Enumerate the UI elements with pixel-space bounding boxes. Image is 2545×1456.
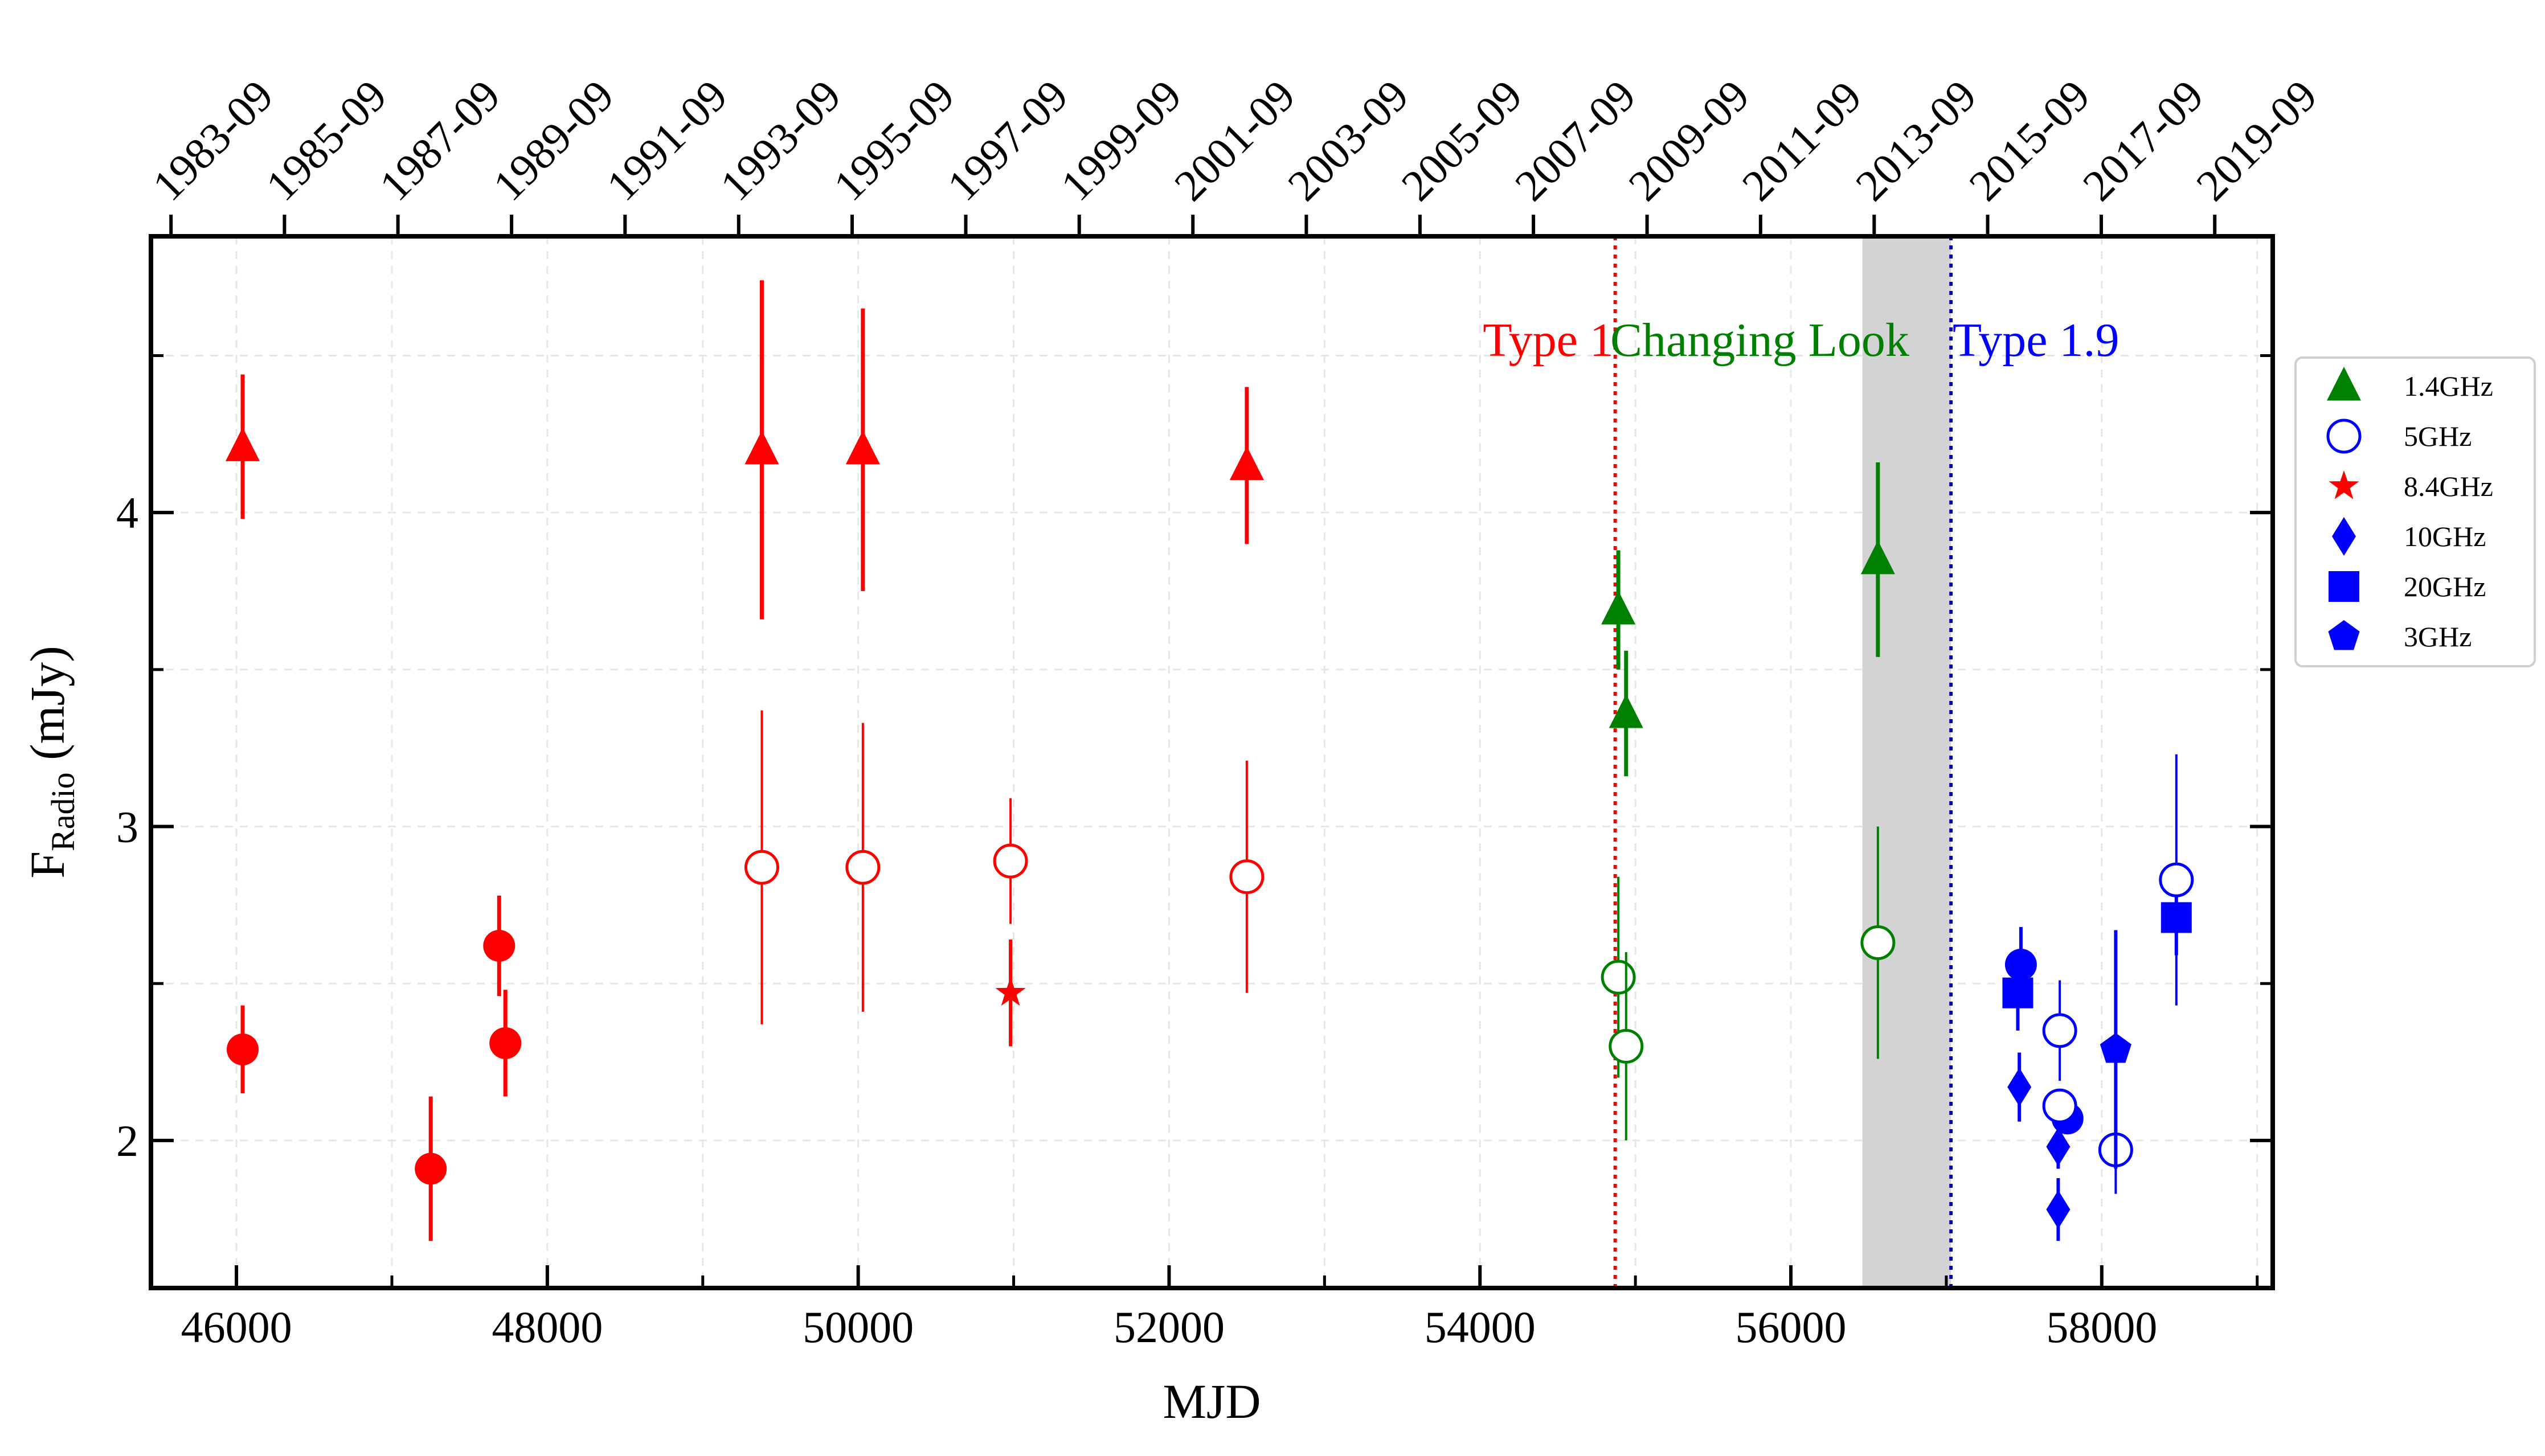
annotation-label: Type 1.9: [1953, 314, 2120, 367]
y-tick-label: 4: [116, 488, 138, 538]
data-point-triangle: [1229, 446, 1264, 480]
x-tick-label: 50000: [803, 1302, 914, 1352]
data-point-triangle: [845, 430, 880, 465]
shade-layer: [1613, 236, 1953, 1288]
x-tick-label: 52000: [1114, 1302, 1225, 1352]
data-point-diamond: [2332, 517, 2356, 556]
shaded-region: [1862, 236, 1951, 1288]
y-tick-label: 3: [116, 802, 138, 852]
data-point-circle: [2042, 1088, 2077, 1123]
x-tick-label: 48000: [492, 1302, 603, 1352]
legend-label: 5GHz: [2404, 420, 2472, 452]
data-point-diamond: [2046, 1127, 2071, 1166]
data-point-circle: [1609, 1028, 1644, 1064]
legend-label: 10GHz: [2404, 520, 2486, 552]
data-point-triangle: [226, 427, 260, 461]
legend-label: 1.4GHz: [2404, 370, 2493, 402]
data-point-triangle: [1601, 590, 1636, 625]
data-point-pentagon: [2100, 1032, 2131, 1063]
data-point-circle: [2326, 419, 2362, 454]
legend-box: [2294, 356, 2536, 667]
data-point-circle: [1860, 925, 1896, 961]
legend-layer: 1.4GHz 5GHz 8.4GHz 10GHz 20GHz 3GHz: [2294, 356, 2536, 667]
y-axis-label-unit: (mJy): [20, 646, 75, 772]
data-point-circle: [2004, 949, 2037, 981]
data-point-circle: [2159, 862, 2194, 897]
annotation-label: Changing Look: [1610, 314, 1909, 367]
data-point-circle: [1601, 959, 1636, 995]
data-point-triangle: [744, 430, 779, 465]
y-axis-label-sub: Radio: [44, 772, 81, 851]
data-point-circle: [1229, 859, 1265, 895]
data-layer: [226, 280, 2194, 1241]
x-tick-label: 56000: [1736, 1302, 1847, 1352]
legend-label: 3GHz: [2404, 621, 2472, 653]
x-tick-label: 46000: [181, 1302, 292, 1352]
data-point-triangle: [1860, 540, 1895, 575]
data-point-circle: [845, 850, 881, 885]
data-point-square: [2329, 571, 2359, 602]
data-point-pentagon: [2328, 620, 2360, 650]
y-tick-label: 2: [116, 1116, 138, 1166]
plot-frame: [149, 234, 2275, 1290]
x-tick-label: 58000: [2046, 1302, 2157, 1352]
annotation-label: Type 1: [1483, 314, 1614, 367]
data-point-circle: [483, 930, 515, 962]
data-point-square: [2002, 977, 2033, 1008]
data-point-triangle: [2327, 367, 2361, 401]
y-axis-label-main: F: [20, 851, 75, 879]
data-point-star: [995, 977, 1026, 1006]
data-point-circle: [744, 850, 779, 885]
data-point-diamond: [2046, 1190, 2071, 1229]
data-point-diamond: [2007, 1068, 2032, 1107]
data-point-star: [2329, 470, 2359, 499]
legend-label: 8.4GHz: [2404, 470, 2493, 502]
x-axis-label: MJD: [1163, 1374, 1261, 1429]
data-point-circle: [993, 843, 1028, 879]
legend-label: 20GHz: [2404, 571, 2486, 602]
data-point-circle: [2042, 1013, 2077, 1048]
data-point-circle: [227, 1033, 259, 1065]
y-axis-label: FRadio (mJy): [20, 646, 81, 879]
data-point-circle: [489, 1027, 522, 1059]
data-point-circle: [415, 1153, 447, 1185]
data-point-triangle: [1609, 694, 1643, 728]
x-tick-label: 54000: [1425, 1302, 1536, 1352]
